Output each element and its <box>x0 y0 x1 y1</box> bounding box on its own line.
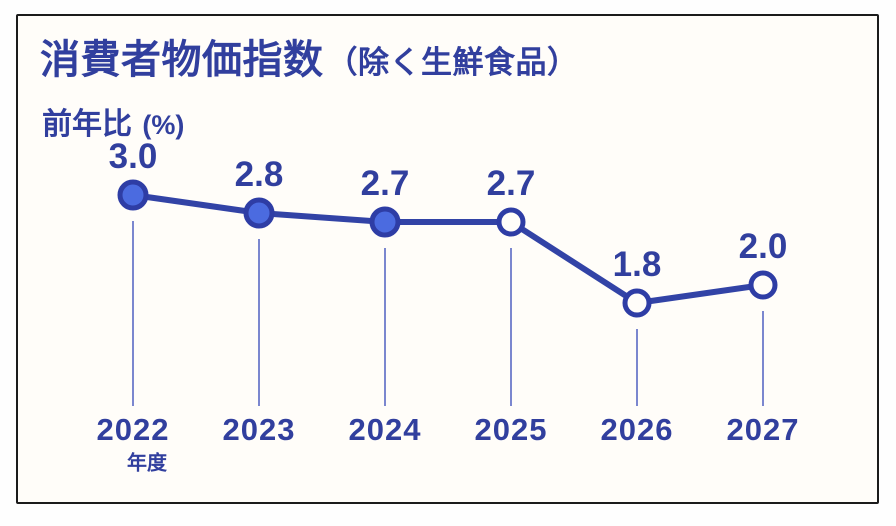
y-axis-label-text: 前年比 <box>42 108 132 141</box>
data-label: 2.8 <box>234 155 284 194</box>
data-label: 3.0 <box>108 137 158 176</box>
x-tick-label: 2022 <box>96 412 170 447</box>
data-point-forecast <box>496 207 526 237</box>
data-point-forecast <box>622 288 652 318</box>
x-axis-unit-note: 年度 <box>127 452 167 475</box>
data-label: 1.8 <box>612 245 662 284</box>
data-point-actual <box>369 206 401 238</box>
data-point-forecast <box>748 270 778 300</box>
y-axis-unit: (%) <box>142 110 185 140</box>
chart-card <box>16 14 879 504</box>
data-label: 2.7 <box>360 164 410 203</box>
x-tick-label: 2024 <box>348 412 422 447</box>
x-tick-label: 2026 <box>600 412 674 447</box>
x-tick-label: 2025 <box>474 412 548 447</box>
x-tick-label: 2027 <box>726 412 800 447</box>
data-label: 2.7 <box>486 164 536 203</box>
y-axis-label: 前年比 (%) <box>42 99 184 143</box>
x-tick-label: 2023 <box>222 412 296 447</box>
data-point-actual <box>117 179 149 211</box>
chart-title: 消費者物価指数（除く生鮮食品） <box>40 38 579 82</box>
data-point-actual <box>243 197 275 229</box>
data-label: 2.0 <box>738 227 788 266</box>
series-line <box>130 192 766 306</box>
chart-title-main: 消費者物価指数 <box>40 38 324 82</box>
chart-title-paren: （除く生鮮食品） <box>326 45 579 80</box>
